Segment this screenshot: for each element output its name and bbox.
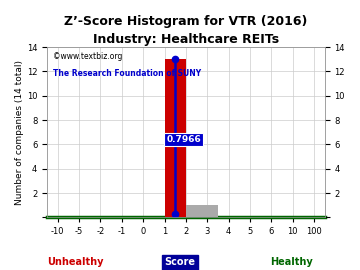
Bar: [165, 59, 186, 217]
Text: 0.7966: 0.7966: [166, 135, 201, 144]
Text: Unhealthy: Unhealthy: [47, 257, 103, 267]
Text: ©www.textbiz.org: ©www.textbiz.org: [53, 52, 122, 61]
Title: Z’-Score Histogram for VTR (2016)
Industry: Healthcare REITs: Z’-Score Histogram for VTR (2016) Indust…: [64, 15, 307, 46]
Text: Score: Score: [165, 257, 195, 267]
Bar: [186, 205, 218, 217]
Text: The Research Foundation of SUNY: The Research Foundation of SUNY: [53, 69, 201, 78]
Text: Healthy: Healthy: [270, 257, 313, 267]
Y-axis label: Number of companies (14 total): Number of companies (14 total): [15, 60, 24, 205]
